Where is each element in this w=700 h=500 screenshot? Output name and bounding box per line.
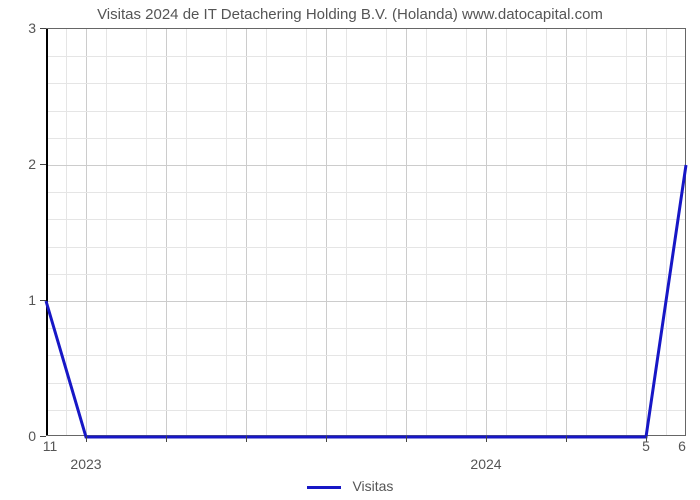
y-tick-label: 3 <box>14 20 36 36</box>
x-tick-mark <box>406 436 407 442</box>
x-year-2024: 2024 <box>456 456 516 472</box>
x-tick-mark <box>566 436 567 442</box>
legend-swatch <box>307 486 341 489</box>
y-tick-mark <box>40 164 46 165</box>
series-visitas <box>46 29 686 437</box>
x-tick-mark <box>166 436 167 442</box>
x-tick-mark <box>486 436 487 442</box>
y-tick-mark <box>40 28 46 29</box>
legend: Visitas <box>0 478 700 494</box>
y-tick-label: 1 <box>14 292 36 308</box>
chart-title: Visitas 2024 de IT Detachering Holding B… <box>0 6 700 23</box>
x-label-6: 6 <box>652 438 700 454</box>
x-label-11: 11 <box>20 438 80 454</box>
x-tick-mark <box>326 436 327 442</box>
x-tick-mark <box>246 436 247 442</box>
plot-area <box>46 28 686 436</box>
y-tick-label: 2 <box>14 156 36 172</box>
legend-label: Visitas <box>352 478 393 494</box>
x-tick-mark <box>86 436 87 442</box>
y-tick-mark <box>40 300 46 301</box>
y-tick-mark <box>40 436 46 437</box>
x-year-2023: 2023 <box>56 456 116 472</box>
